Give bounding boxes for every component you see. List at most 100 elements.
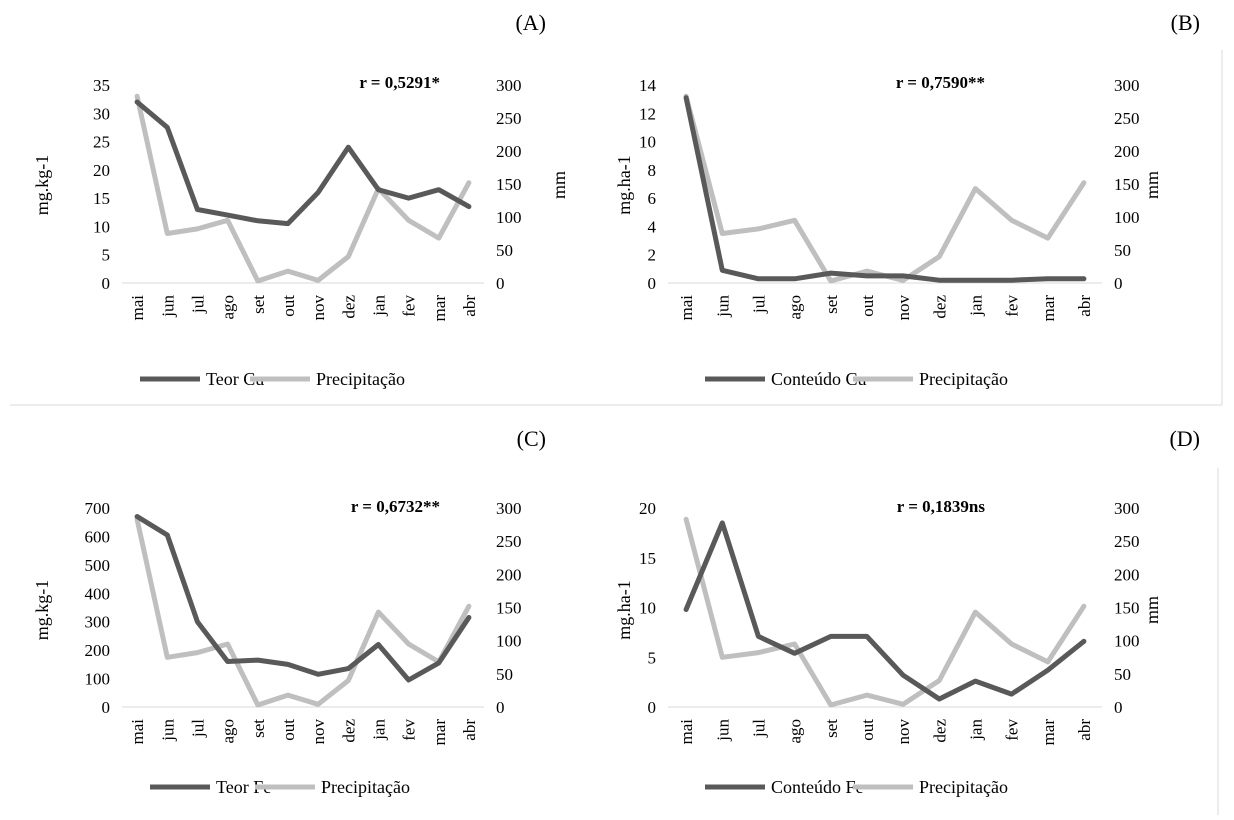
x-tick-label: abr [460,295,479,317]
legend-label: Teor Fe [216,777,271,797]
x-tick-label: set [822,719,841,738]
y-right-tick-label: 300 [496,76,522,95]
panel-letter: (D) [1169,426,1200,451]
x-tick-label: out [858,719,877,741]
x-tick-label: nov [309,719,328,745]
panel-letter: (A) [515,10,546,35]
x-tick-label: jan [966,295,985,317]
x-tick-label: set [249,295,268,314]
x-tick-label: ago [219,295,238,320]
y-left-tick-label: 100 [85,670,111,689]
legend-label: Precipitação [316,369,405,389]
y-left-axis-label: mg.ha-1 [614,580,634,639]
correlation-annotation: r = 0,5291* [359,73,440,92]
y-left-tick-label: 600 [85,527,111,546]
x-tick-label: jan [966,719,985,741]
y-right-tick-label: 50 [1114,241,1131,260]
y-left-tick-label: 200 [85,641,111,660]
y-right-tick-label: 250 [1114,532,1140,551]
y-left-tick-label: 500 [85,556,111,575]
x-tick-label: jun [713,719,732,742]
y-right-tick-label: 300 [496,499,522,518]
y-right-tick-label: 250 [1114,109,1140,128]
x-tick-label: nov [894,295,913,321]
y-left-tick-label: 10 [639,599,656,618]
y-right-tick-label: 150 [1114,599,1140,618]
x-tick-label: out [279,295,298,317]
x-tick-label: fev [400,295,419,317]
y-right-tick-label: 300 [1114,499,1140,518]
x-tick-label: set [249,719,268,738]
y-right-tick-label: 150 [496,175,522,194]
y-left-tick-label: 6 [648,189,657,208]
series-line-conte-do-cu [683,95,1087,283]
x-tick-label: dez [339,295,358,319]
x-tick-label: fev [1003,719,1022,741]
y-left-tick-label: 25 [93,133,110,152]
legend-label: Precipitação [919,369,1008,389]
x-tick-label: jul [188,295,207,314]
y-right-tick-label: 100 [1114,632,1140,651]
correlation-annotation: r = 0,7590** [896,73,985,92]
x-tick-label: ago [219,719,238,744]
x-tick-label: fev [1003,295,1022,317]
y-left-tick-label: 300 [85,613,111,632]
series-line-precipita-o [683,93,1087,284]
x-tick-label: jun [158,719,177,742]
y-right-tick-label: 0 [1114,698,1123,717]
y-right-tick-label: 50 [1114,665,1131,684]
legend-label: Precipitação [321,777,410,797]
y-left-tick-label: 0 [648,698,657,717]
x-tick-label: nov [894,719,913,745]
y-right-tick-label: 0 [496,698,505,717]
y-left-tick-label: 35 [93,76,110,95]
legend-label: Precipitação [919,777,1008,797]
x-tick-label: nov [309,295,328,321]
y-right-tick-label: 100 [496,632,522,651]
y-left-tick-label: 30 [93,104,110,123]
y-left-tick-label: 0 [102,274,111,293]
y-right-tick-label: 200 [1114,142,1140,161]
x-tick-label: jun [158,295,177,318]
x-tick-label: jan [369,295,388,317]
x-tick-label: mai [677,719,696,745]
series-line-conte-do-fe [683,520,1087,702]
x-tick-label: ago [786,719,805,744]
y-left-tick-label: 4 [648,217,657,236]
y-left-tick-label: 15 [639,549,656,568]
x-tick-label: mai [128,295,147,321]
y-right-axis-label: mm [549,171,569,199]
x-tick-label: jun [713,295,732,318]
y-left-tick-label: 10 [639,133,656,152]
y-left-tick-label: 20 [639,499,656,518]
y-left-tick-label: 0 [102,698,111,717]
x-tick-label: dez [930,719,949,743]
y-right-tick-label: 200 [496,142,522,161]
series-line-teor-cu [134,99,472,227]
y-right-tick-label: 100 [496,208,522,227]
y-left-axis-label: mg.kg-1 [32,580,52,641]
legend-label: Teor Cu [206,369,264,389]
x-tick-label: set [822,295,841,314]
series-line-precipita-o [134,516,472,708]
y-right-tick-label: 100 [1114,208,1140,227]
x-tick-label: fev [400,719,419,741]
legend-label: Conteúdo Cu [771,369,867,389]
x-tick-label: out [279,719,298,741]
x-tick-label: abr [1075,295,1094,317]
x-tick-label: mar [1039,719,1058,746]
y-right-tick-label: 0 [496,274,505,293]
y-left-tick-label: 10 [93,217,110,236]
y-right-tick-label: 300 [1114,76,1140,95]
y-left-tick-label: 5 [102,246,111,265]
y-left-tick-label: 15 [93,189,110,208]
x-tick-label: mar [430,719,449,746]
correlation-annotation: r = 0,6732** [351,497,440,516]
x-tick-label: ago [786,295,805,320]
y-right-tick-label: 50 [496,241,513,260]
x-tick-label: mar [430,295,449,322]
